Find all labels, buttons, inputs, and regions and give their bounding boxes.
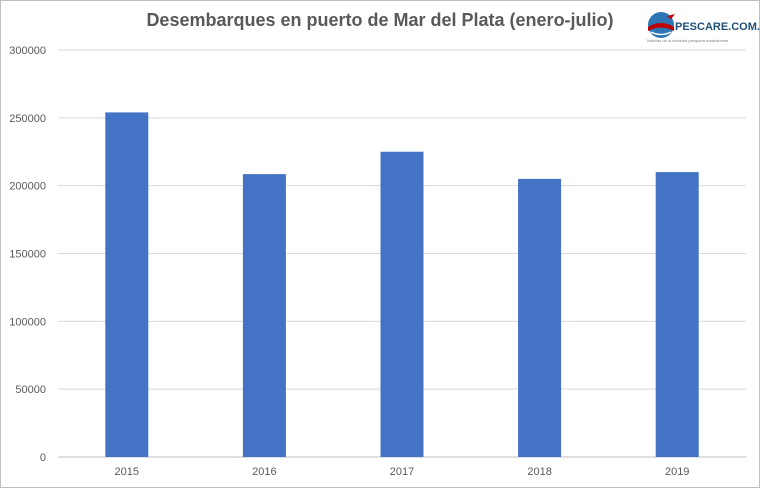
bars <box>105 112 699 457</box>
logo-tagline: Noticias de la industria pesquera marpla… <box>647 38 729 43</box>
y-tick-labels: 0 50000 100000 150000 200000 250000 300000 <box>9 45 46 464</box>
bar-2015 <box>105 112 149 457</box>
y-tick-label: 250000 <box>9 113 46 125</box>
y-tick-label: 200000 <box>9 181 46 193</box>
bar-2016 <box>242 174 286 457</box>
pescare-logo: PESCARE.COM.AR Noticias de la industria … <box>645 8 760 48</box>
x-tick-label: 2019 <box>665 466 689 478</box>
bar-2019 <box>655 172 699 457</box>
y-tick-label: 300000 <box>9 45 46 57</box>
logo-brand: PESCARE.COM.AR <box>675 21 760 33</box>
x-tick-label: 2016 <box>252 466 276 478</box>
chart-title: Desembarques en puerto de Mar del Plata … <box>146 10 614 30</box>
y-tick-label: 150000 <box>9 249 46 261</box>
x-tick-label: 2015 <box>115 466 139 478</box>
globe-fish-icon <box>648 12 675 38</box>
x-tick-labels: 2015 2016 2017 2018 2019 <box>115 466 690 478</box>
x-tick-label: 2017 <box>390 466 414 478</box>
bar-2018 <box>518 178 562 457</box>
y-tick-label: 100000 <box>9 316 46 328</box>
y-tick-label: 0 <box>40 452 46 464</box>
y-tick-label: 50000 <box>15 384 46 396</box>
x-tick-label: 2018 <box>527 466 551 478</box>
bar-2017 <box>380 151 424 457</box>
